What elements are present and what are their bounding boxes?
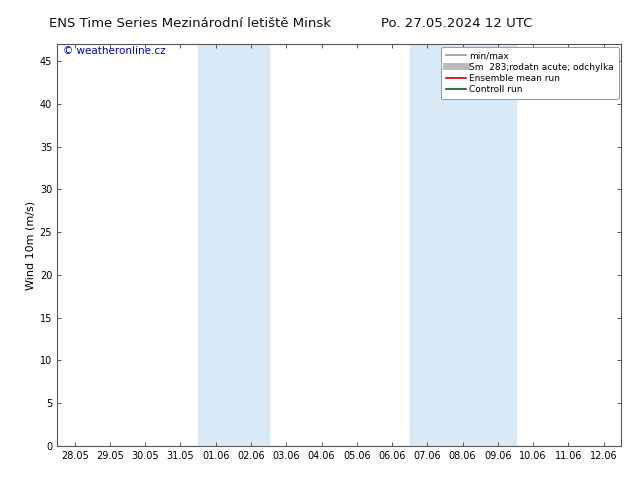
Text: ENS Time Series Mezinárodní letiště Minsk: ENS Time Series Mezinárodní letiště Mins… [49, 17, 331, 30]
Legend: min/max, Sm  283;rodatn acute; odchylka, Ensemble mean run, Controll run: min/max, Sm 283;rodatn acute; odchylka, … [441, 47, 619, 98]
Y-axis label: Wind 10m (m/s): Wind 10m (m/s) [25, 200, 36, 290]
Text: Po. 27.05.2024 12 UTC: Po. 27.05.2024 12 UTC [381, 17, 532, 30]
Bar [198, 44, 269, 446]
Text: © weatheronline.cz: © weatheronline.cz [63, 46, 165, 56]
Bar [410, 44, 515, 446]
